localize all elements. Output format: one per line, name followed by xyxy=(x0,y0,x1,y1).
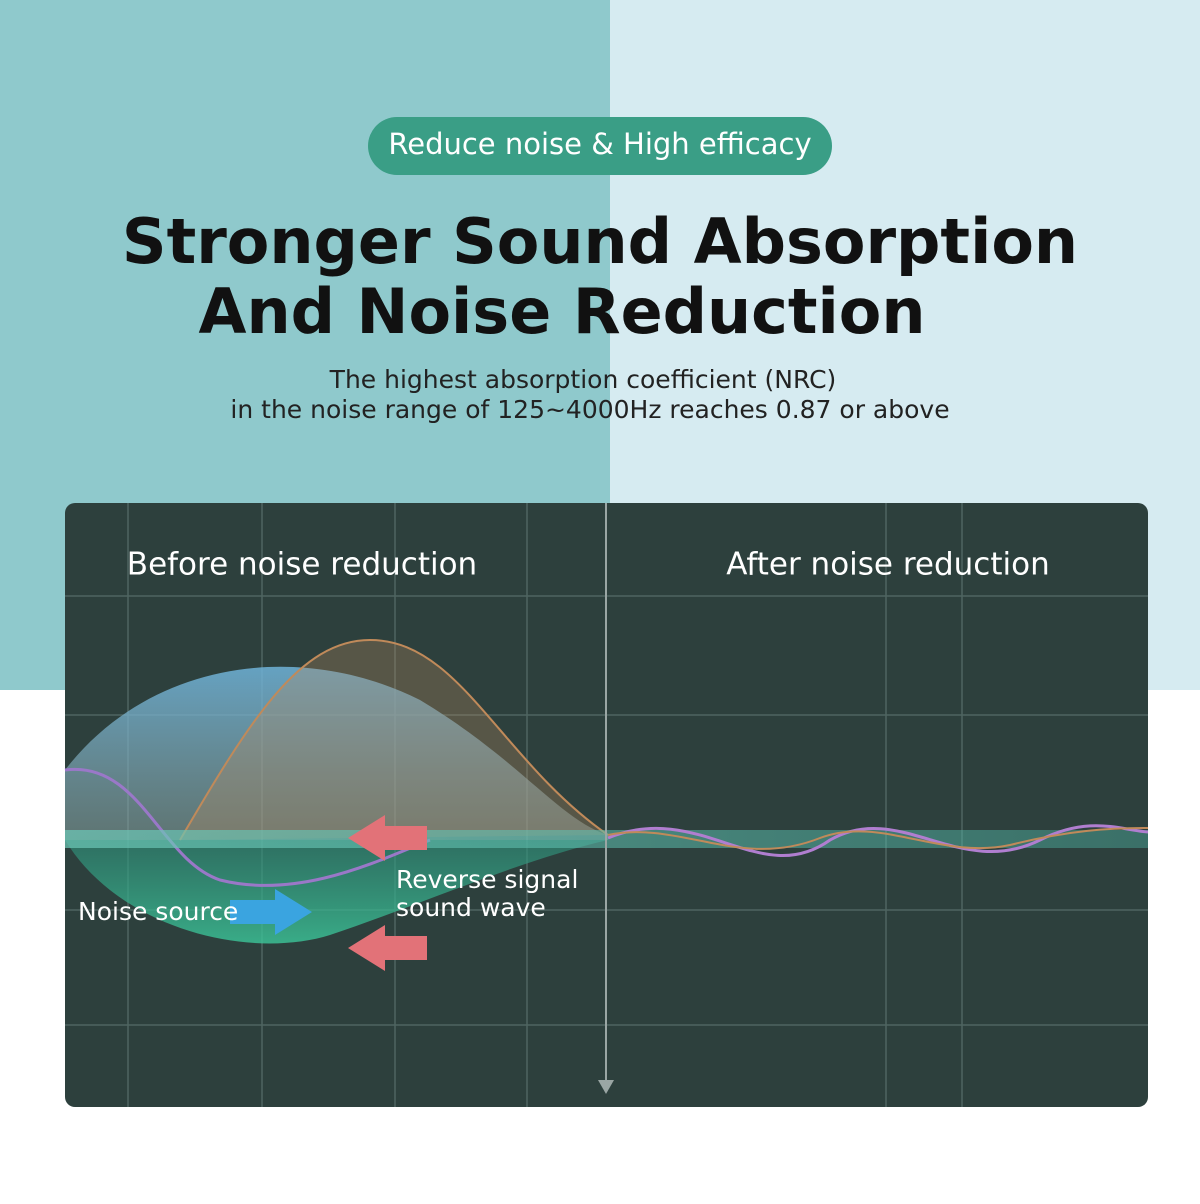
annotation: sound wave xyxy=(396,893,546,922)
annotation: Reverse signal xyxy=(396,865,578,894)
wave-green xyxy=(65,840,608,944)
annotation: Noise source xyxy=(78,897,238,926)
title: And Noise Reduction xyxy=(198,275,925,348)
panel-label: After noise reduction xyxy=(726,547,1050,583)
panel-label: Before noise reduction xyxy=(127,547,477,583)
subtitle: The highest absorption coefficient (NRC) xyxy=(329,365,837,394)
wave-purple xyxy=(64,767,431,887)
wave-blue xyxy=(65,666,608,840)
subtitle: in the noise range of 125~4000Hz reaches… xyxy=(230,395,949,424)
badge xyxy=(368,117,832,175)
wave-orange xyxy=(179,638,609,841)
badge-text: Reduce noise & High efficacy xyxy=(388,127,811,161)
title: Stronger Sound Absorption xyxy=(122,205,1078,278)
arrow-reverse xyxy=(348,925,427,971)
wave-after xyxy=(607,827,1149,850)
arrow-noise xyxy=(230,889,312,935)
arrow-reverse xyxy=(348,815,427,861)
wave-after xyxy=(607,824,1149,858)
divider-arrow xyxy=(598,1080,614,1094)
